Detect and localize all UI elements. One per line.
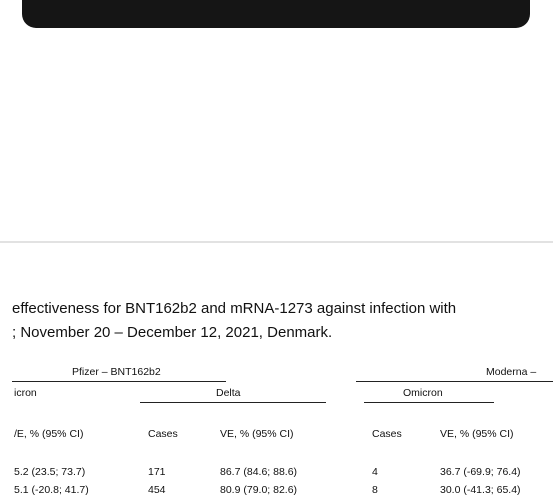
table-cell: 5.2 (23.5; 73.7)	[14, 466, 85, 478]
subgroup-label: Delta	[216, 387, 241, 399]
divider	[0, 241, 553, 243]
caption-line: effectiveness for BNT162b2 and mRNA-1273…	[12, 300, 456, 317]
column-header: Cases	[148, 428, 178, 440]
table-cell: 454	[148, 484, 166, 496]
group-underline	[12, 381, 226, 382]
table-cell: 30.0 (-41.3; 65.4)	[440, 484, 521, 496]
subgroup-underline	[140, 402, 326, 403]
column-header: /E, % (95% CI)	[14, 428, 83, 440]
subgroup-underline	[364, 402, 494, 403]
subgroup-label: Omicron	[403, 387, 443, 399]
page: effectiveness for BNT162b2 and mRNA-1273…	[0, 0, 553, 498]
dark-card	[22, 0, 530, 28]
group-label: Pfizer – BNT162b2	[72, 366, 161, 378]
table-cell: 80.9 (79.0; 82.6)	[220, 484, 297, 496]
subgroup-label: icron	[14, 387, 37, 399]
group-label: Moderna –	[486, 366, 536, 378]
caption-line: ; November 20 – December 12, 2021, Denma…	[12, 324, 332, 341]
table-cell: 8	[372, 484, 378, 496]
column-header: VE, % (95% CI)	[220, 428, 294, 440]
table-cell: 86.7 (84.6; 88.6)	[220, 466, 297, 478]
column-header: Cases	[372, 428, 402, 440]
table-cell: 36.7 (-69.9; 76.4)	[440, 466, 521, 478]
table-cell: 171	[148, 466, 166, 478]
table-cell: 4	[372, 466, 378, 478]
column-header: VE, % (95% CI)	[440, 428, 514, 440]
table-cell: 5.1 (-20.8; 41.7)	[14, 484, 89, 496]
group-underline	[356, 381, 553, 382]
